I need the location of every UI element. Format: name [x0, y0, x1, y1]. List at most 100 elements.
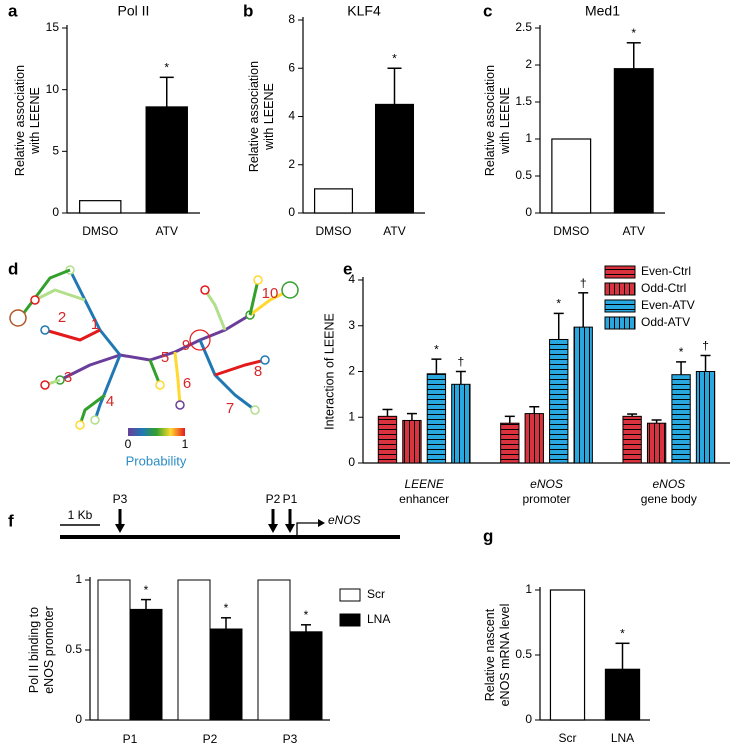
bar	[573, 326, 593, 464]
rna-loop	[90, 415, 100, 425]
panel-letter: g	[483, 526, 493, 545]
colorbar-high: 1	[182, 437, 189, 451]
tss-arrowhead	[318, 519, 325, 527]
rna-loop	[253, 275, 263, 285]
colorbar	[128, 428, 185, 436]
panel-letter: b	[243, 1, 253, 20]
rna-stem	[68, 269, 122, 356]
chart-title: Med1	[585, 3, 620, 19]
bar	[313, 188, 354, 214]
significance: *	[164, 61, 169, 75]
legend-label: Odd-ATV	[641, 315, 690, 329]
rna-loop	[260, 355, 270, 365]
bar	[646, 422, 667, 464]
bar	[402, 419, 422, 464]
y-tick-label: 0	[525, 712, 532, 726]
site-label: P3	[113, 492, 128, 506]
rna-stem	[198, 339, 256, 412]
bar	[622, 415, 642, 464]
rna-loop	[30, 295, 40, 305]
x-tick-label: eNOS	[652, 477, 685, 491]
region-label: 2	[58, 309, 66, 326]
site-arrowhead	[285, 524, 295, 533]
bar	[613, 68, 654, 214]
y-tick-label: 5	[52, 144, 59, 158]
significance: †	[458, 355, 465, 369]
rna-loop	[40, 380, 50, 390]
tss-arrow	[296, 522, 318, 537]
rna-stem	[119, 313, 251, 362]
bar	[145, 106, 188, 214]
chart-title: Pol II	[118, 3, 150, 19]
bar	[551, 138, 592, 214]
bar	[671, 374, 691, 464]
y-tick-label: 0	[525, 205, 532, 219]
y-axis-label: with LEENE	[28, 87, 42, 155]
legend-swatch	[604, 299, 636, 313]
rna-stem	[214, 358, 266, 377]
x-tick-label: promoter	[522, 492, 570, 506]
gene-label: eNOS	[328, 513, 361, 527]
rna-stem	[248, 279, 260, 316]
significance: *	[434, 342, 439, 356]
rna-loop	[155, 380, 165, 390]
rna-stem	[93, 354, 122, 421]
rna-loop	[75, 420, 85, 430]
x-tick-label: enhancer	[399, 492, 449, 506]
panel-letter: f	[8, 511, 14, 530]
significance: *	[304, 608, 309, 622]
bar	[695, 371, 716, 464]
rna-stem	[203, 289, 227, 331]
y-tick-label: 6	[288, 60, 295, 74]
significance: *	[631, 26, 636, 40]
legend-swatch	[339, 588, 361, 602]
x-tick-label: ATV	[156, 224, 178, 238]
y-axis-label: Relative association	[13, 65, 27, 176]
region-label: 4	[106, 393, 114, 410]
rna-loop	[189, 329, 211, 351]
region-label: 9	[182, 337, 190, 354]
rna-stem	[173, 351, 182, 406]
significance: *	[679, 345, 684, 359]
colorbar-title: Probability	[126, 453, 187, 468]
panel-letter: d	[8, 259, 18, 278]
y-tick-label: 0.5	[515, 168, 532, 182]
y-tick-label: 4	[348, 272, 355, 286]
y-axis-label: Pol II binding to	[27, 607, 41, 693]
rna-stem	[18, 268, 71, 319]
y-axis-label: with LEENE	[498, 87, 512, 155]
y-tick-label: 0.5	[515, 647, 532, 661]
site-label: P2	[266, 492, 281, 506]
site-arrowhead	[115, 524, 125, 533]
y-tick-label: 3	[348, 318, 355, 332]
bar	[289, 631, 323, 721]
bar	[549, 589, 586, 721]
legend-swatch	[604, 282, 636, 296]
x-tick-label: DMSO	[316, 224, 352, 238]
x-tick-label: gene body	[641, 492, 697, 506]
rna-stem	[59, 353, 121, 382]
y-tick-label: 1	[348, 409, 355, 423]
legend-label: Even-Ctrl	[641, 264, 691, 278]
rna-loop	[250, 405, 260, 415]
bar	[377, 415, 398, 464]
y-tick-label: 2	[288, 157, 295, 171]
rna-loop	[40, 325, 50, 335]
bar	[209, 628, 243, 721]
legend-swatch	[339, 613, 361, 627]
bar	[604, 668, 641, 721]
y-axis-label: with LEENE	[262, 83, 276, 151]
x-tick-label: Scr	[559, 731, 577, 745]
y-tick-label: 4	[288, 109, 295, 123]
y-axis-label: Relative association	[247, 61, 261, 172]
bar	[97, 579, 131, 721]
y-axis-label: Relative nascent	[483, 608, 497, 701]
panel-letter: e	[343, 259, 352, 278]
y-tick-label: 2	[525, 57, 532, 71]
region-label: 3	[64, 369, 72, 386]
y-tick-label: 1	[525, 131, 532, 145]
bar	[451, 383, 471, 464]
significance: *	[224, 601, 229, 615]
y-axis-label: Interaction of LEENE	[322, 313, 336, 430]
region-label: 5	[161, 349, 169, 366]
